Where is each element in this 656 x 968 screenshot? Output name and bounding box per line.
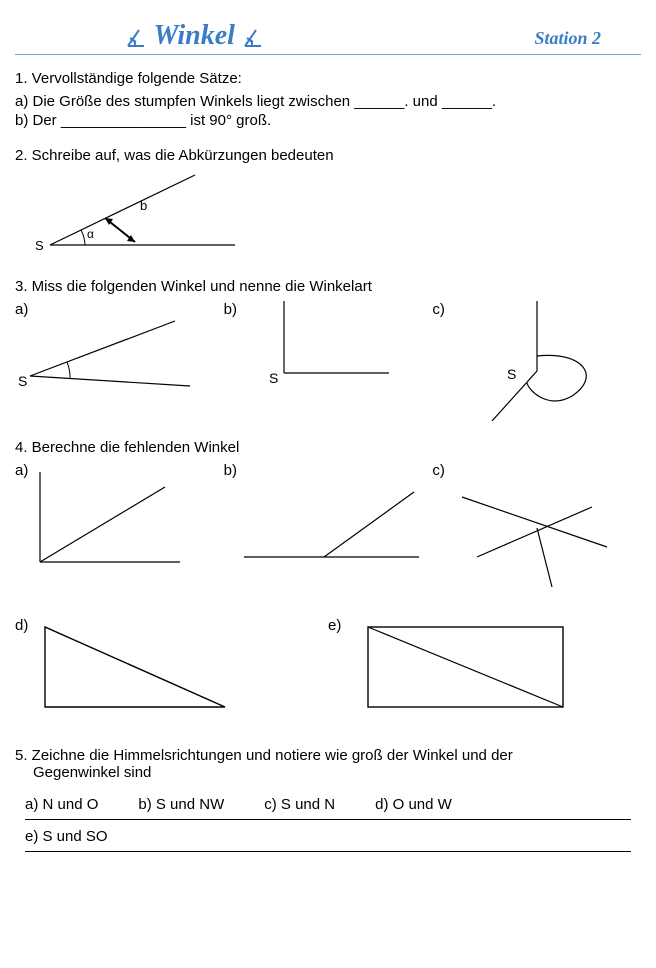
q4-row1: a) b) c) (15, 462, 641, 592)
q4-e-label: e) (328, 617, 341, 634)
q5-a: a) N und O (25, 796, 98, 813)
q4-a-diagram (15, 462, 185, 572)
q5-d: d) O und W (375, 796, 452, 813)
svg-text:b: b (140, 198, 147, 213)
q3-a-diagram: S (15, 301, 195, 391)
q4-prompt: 4. Berechne die fehlenden Winkel (15, 439, 641, 456)
page-title: Winkel (125, 20, 264, 52)
q1-a: a) Die Größe des stumpfen Winkels liegt … (15, 93, 641, 110)
answer-line-1 (25, 818, 631, 820)
svg-text:S: S (507, 366, 516, 382)
station-label: Station 2 (534, 28, 601, 49)
q4-d-diagram (15, 617, 235, 717)
q5-prompt-line1: 5. Zeichne die Himmelsrichtungen und not… (15, 747, 513, 764)
q2-prompt: 2. Schreibe auf, was die Abkürzungen bed… (15, 147, 641, 164)
q4-b-label: b) (224, 462, 237, 479)
angle-icon (125, 27, 147, 49)
q5-b: b) S und NW (138, 796, 224, 813)
q3-a-label: a) (15, 301, 28, 318)
q4-c-label: c) (432, 462, 445, 479)
q1-prompt: 1. Vervollständige folgende Sätze: (15, 70, 641, 87)
q4-d-label: d) (15, 617, 28, 634)
svg-text:S: S (269, 370, 278, 386)
q5-c: c) S und N (264, 796, 335, 813)
q5-prompt-line2: Gegenwinkel sind (33, 764, 151, 781)
q3-c-diagram: S (432, 301, 622, 421)
q5-row1: a) N und O b) S und NW c) S und N d) O u… (25, 796, 641, 813)
answer-line-2 (25, 850, 631, 852)
worksheet-header: Winkel Station 2 (15, 20, 641, 55)
q1-b: b) Der _______________ ist 90° groß. (15, 112, 641, 129)
q5-prompt: 5. Zeichne die Himmelsrichtungen und not… (15, 747, 641, 781)
q4-c-diagram (432, 462, 622, 592)
svg-text:α: α (87, 227, 94, 241)
q3-prompt: 3. Miss die folgenden Winkel und nenne d… (15, 278, 641, 295)
title-text: Winkel (154, 20, 235, 51)
q4-b-diagram (224, 462, 424, 572)
svg-text:S: S (35, 238, 44, 253)
q4-e-diagram (328, 617, 578, 717)
q4-a-label: a) (15, 462, 28, 479)
q4-row2: d) e) (15, 617, 641, 717)
angle-icon (242, 27, 264, 49)
q3-row: a) S b) S c) S (15, 301, 641, 421)
q2-diagram: S α b (25, 170, 245, 260)
q3-c-label: c) (432, 301, 445, 318)
q3-b-diagram: S (224, 301, 394, 391)
q5-e: e) S und SO (25, 828, 641, 845)
svg-text:S: S (18, 373, 27, 389)
q3-b-label: b) (224, 301, 237, 318)
